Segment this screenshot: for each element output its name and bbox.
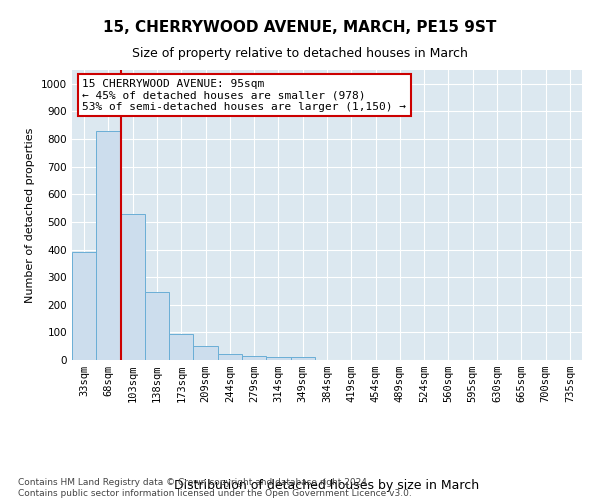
Text: Contains HM Land Registry data © Crown copyright and database right 2024.
Contai: Contains HM Land Registry data © Crown c…	[18, 478, 412, 498]
Bar	[290, 357, 315, 360]
X-axis label: Distribution of detached houses by size in March: Distribution of detached houses by size …	[175, 479, 479, 492]
Text: 15 CHERRYWOOD AVENUE: 95sqm
← 45% of detached houses are smaller (978)
53% of se: 15 CHERRYWOOD AVENUE: 95sqm ← 45% of det…	[82, 78, 406, 112]
Bar	[193, 346, 218, 360]
Bar	[96, 131, 121, 360]
Bar	[169, 334, 193, 360]
Y-axis label: Number of detached properties: Number of detached properties	[25, 128, 35, 302]
Text: 15, CHERRYWOOD AVENUE, MARCH, PE15 9ST: 15, CHERRYWOOD AVENUE, MARCH, PE15 9ST	[103, 20, 497, 35]
Bar	[266, 356, 290, 360]
Bar	[242, 356, 266, 360]
Bar	[72, 252, 96, 360]
Bar	[145, 292, 169, 360]
Bar	[218, 354, 242, 360]
Text: Size of property relative to detached houses in March: Size of property relative to detached ho…	[132, 48, 468, 60]
Bar	[121, 214, 145, 360]
